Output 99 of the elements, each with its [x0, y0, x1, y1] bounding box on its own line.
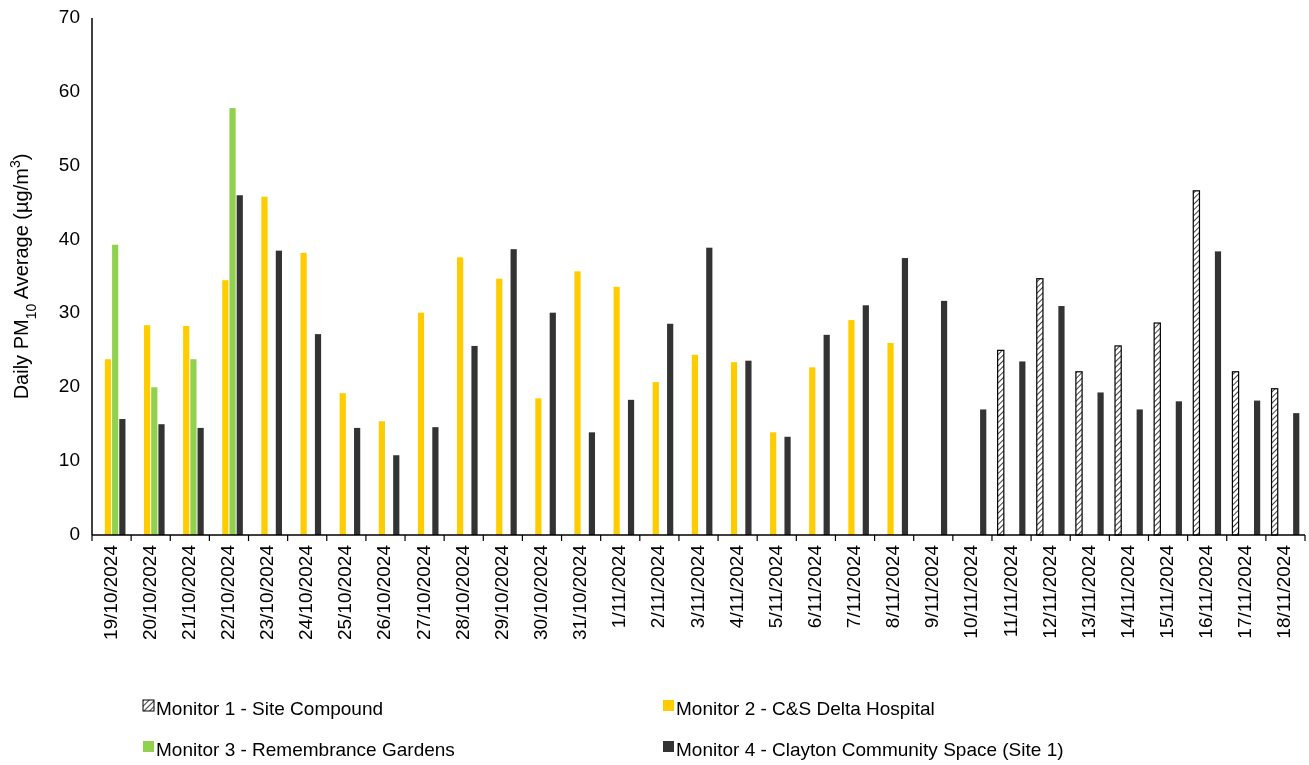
bar: [588, 432, 596, 535]
x-tick-label: 8/11/2024: [882, 544, 904, 629]
x-tick-label: 29/10/2024: [490, 544, 512, 641]
bar: [354, 427, 361, 535]
bar: [1097, 392, 1104, 535]
x-tick-label: 3/11/2024: [686, 544, 708, 629]
x-tick-label: 14/11/2024: [1116, 544, 1138, 639]
y-tick-label: 20: [58, 375, 80, 397]
bar: [1293, 413, 1300, 535]
bar: [823, 334, 830, 535]
x-tick-label: 15/11/2024: [1156, 544, 1178, 639]
x-tick-label: 25/10/2024: [334, 544, 356, 641]
bar: [549, 312, 556, 535]
x-tick-label: 22/10/2024: [216, 544, 238, 641]
bar: [730, 362, 738, 535]
x-tick-label: 10/11/2024: [960, 544, 982, 639]
bar: [652, 382, 659, 535]
bar: [613, 286, 620, 535]
bar: [784, 436, 791, 535]
bar: [236, 195, 243, 535]
bar: [158, 424, 165, 535]
x-tick-label: 28/10/2024: [451, 544, 473, 641]
legend-label: Monitor 2 - C&S Delta Hospital: [676, 698, 935, 720]
bar: [393, 455, 400, 535]
x-tick-label: 11/11/2024: [999, 544, 1021, 638]
x-tick-label: 2/11/2024: [647, 544, 669, 629]
x-tick-label: 20/10/2024: [138, 544, 160, 641]
bar: [1019, 361, 1026, 535]
bar: [627, 399, 635, 535]
bar: [471, 345, 478, 535]
y-tick-label: 30: [58, 301, 80, 323]
bar: [848, 320, 855, 535]
x-tick-label: 7/11/2024: [843, 544, 865, 629]
bar: [745, 360, 752, 535]
bar: [901, 258, 909, 535]
bar: [104, 359, 112, 535]
bar: [119, 419, 126, 535]
bar: [510, 249, 517, 535]
x-tick-label: 5/11/2024: [764, 544, 786, 629]
bar: [809, 367, 816, 535]
bar: [229, 108, 236, 535]
bar: [667, 323, 674, 535]
bar: [261, 196, 268, 535]
legend-label: Monitor 3 - Remembrance Gardens: [156, 739, 455, 761]
bar: [1175, 401, 1182, 535]
x-tick-label: 19/10/2024: [99, 544, 121, 641]
bar: [691, 354, 698, 535]
bar: [197, 427, 204, 535]
bar: [300, 252, 307, 535]
bar: [1058, 306, 1065, 535]
x-tick-label: 16/11/2024: [1195, 544, 1217, 639]
bar: [1136, 409, 1143, 535]
x-tick-label: 4/11/2024: [725, 544, 747, 629]
x-tick-label: 21/10/2024: [177, 544, 199, 641]
x-tick-label: 24/10/2024: [295, 544, 317, 641]
bar: [378, 421, 385, 535]
bar: [862, 305, 869, 535]
x-tick-label: 12/11/2024: [1038, 544, 1060, 639]
x-tick-label: 30/10/2024: [530, 544, 551, 641]
x-tick-label: 17/11/2024: [1234, 544, 1256, 639]
bar: [940, 300, 948, 535]
bar: [496, 278, 503, 535]
bar: [190, 359, 197, 535]
x-tick-label: 27/10/2024: [412, 544, 434, 641]
y-tick-label: 70: [58, 6, 80, 28]
x-tick-label: 31/10/2024: [569, 544, 591, 641]
bar: [574, 271, 581, 535]
x-tick-label: 1/11/2024: [608, 544, 630, 629]
y-tick-label: 60: [58, 79, 80, 101]
bar: [770, 432, 777, 535]
legend-label: Monitor 4 - Clayton Community Space (Site 1): [676, 739, 1064, 761]
bar: [1254, 400, 1261, 535]
bar: [535, 398, 542, 535]
bar: [980, 409, 987, 535]
bar: [432, 427, 439, 535]
x-tick-label: 9/11/2024: [921, 544, 943, 629]
legend-label: Monitor 1 - Site Compound: [156, 698, 384, 720]
bar: [183, 325, 190, 535]
bar: [112, 244, 119, 535]
bar: [339, 393, 346, 535]
bar: [417, 312, 425, 535]
x-tick-label: 6/11/2024: [803, 544, 825, 629]
bar: [457, 257, 464, 535]
bar: [887, 342, 894, 535]
y-tick-label: 10: [58, 449, 80, 471]
y-tick-label: 40: [58, 227, 80, 249]
x-tick-label: 23/10/2024: [256, 544, 278, 641]
bar: [1214, 251, 1222, 535]
x-tick-label: 26/10/2024: [373, 544, 395, 641]
y-tick-label: 50: [58, 153, 80, 175]
bar: [143, 325, 151, 535]
bar: [151, 387, 158, 535]
bar: [222, 280, 229, 535]
x-tick-label: 18/11/2024: [1273, 544, 1295, 639]
x-tick-label: 13/11/2024: [1077, 544, 1099, 639]
bar: [706, 247, 713, 535]
bar: [314, 334, 322, 535]
y-tick-label: 0: [69, 523, 80, 545]
bar: [275, 250, 282, 535]
